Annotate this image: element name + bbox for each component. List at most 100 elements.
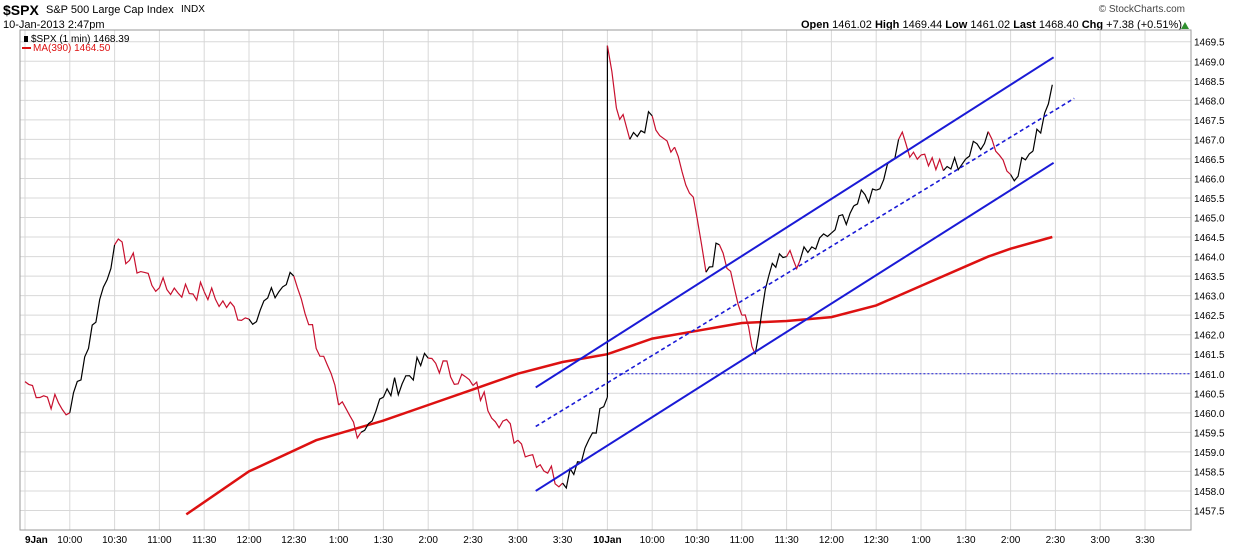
open-label: Open	[800, 19, 830, 31]
axis-ticks: 1457.5 1458.0 1458.5 1459.0 1459.5 1460.0 1460…	[25, 38, 1225, 546]
grid	[20, 30, 1191, 530]
price-segment-21	[696, 217, 707, 273]
y-tick-8: 1461.5	[1194, 350, 1225, 361]
high-label: High	[874, 19, 900, 31]
legend-ma: MA(390) 1464.50	[22, 43, 111, 54]
price-segment-26	[768, 252, 787, 277]
y-tick-6: 1460.5	[1194, 389, 1225, 400]
price-segment-0	[24, 381, 71, 416]
y-tick-18: 1466.5	[1194, 155, 1225, 166]
y-tick-5: 1460.0	[1194, 409, 1225, 420]
x-tick-10: 2:30	[463, 535, 483, 546]
price-segment-14	[584, 396, 608, 449]
price-segment-22	[705, 242, 720, 273]
price-segment-4	[203, 286, 250, 322]
price-segment-29	[831, 205, 855, 234]
price-segment-13	[562, 447, 586, 490]
ma-line	[185, 235, 1053, 516]
price-segment-6	[293, 275, 340, 406]
x-tick-11: 3:00	[508, 535, 528, 546]
open-value: 1461.02	[832, 19, 872, 31]
y-tick-9: 1462.0	[1194, 331, 1225, 342]
symbol-title: $SPX	[3, 2, 39, 18]
y-tick-22: 1468.5	[1194, 77, 1225, 88]
y-tick-17: 1466.0	[1194, 174, 1225, 185]
legend-price-label: $SPX (1 min) 1468.39	[31, 34, 130, 45]
y-tick-11: 1463.0	[1194, 292, 1225, 303]
price-segment-17	[615, 107, 631, 140]
x-tick-5: 12:00	[236, 535, 261, 546]
last-value: 1468.40	[1038, 19, 1079, 31]
x-tick-1: 10:00	[57, 535, 82, 546]
price-segment-11	[472, 380, 519, 445]
price-segment-8	[360, 396, 384, 433]
symbol-name: S&P 500 Large Cap Index	[46, 4, 174, 16]
y-tick-0: 1457.5	[1194, 506, 1225, 517]
x-tick-9: 2:00	[418, 535, 438, 546]
x-tick-20: 1:00	[911, 535, 931, 546]
price-segment-37	[1010, 150, 1034, 182]
x-tick-8: 1:30	[374, 535, 394, 546]
plot-frame	[19, 29, 1192, 531]
y-tick-2: 1458.5	[1194, 467, 1225, 478]
chg-value: +7.38 (+0.51%)	[1106, 19, 1182, 31]
legend-ma-label: MA(390) 1464.50	[33, 43, 111, 54]
legend: $SPX (1 min) 1468.39 MA(390) 1464.50	[22, 34, 130, 54]
x-tick-21: 1:30	[956, 535, 976, 546]
price-segment-38	[1032, 84, 1053, 152]
price-segment-19	[651, 115, 676, 154]
x-tick-18: 12:00	[819, 535, 844, 546]
ohlc-readout: Open 1461.02 High 1469.44 Low 1461.02 La…	[801, 19, 1182, 31]
y-tick-15: 1465.0	[1194, 214, 1225, 225]
low-label: Low	[945, 19, 968, 31]
x-tick-14: 10:00	[640, 535, 665, 546]
series	[24, 45, 1191, 516]
x-tick-2: 10:30	[102, 535, 127, 546]
price-segment-7	[338, 400, 362, 440]
timestamp: 10-Jan-2013 2:47pm	[3, 19, 105, 31]
price-segment-24	[741, 314, 756, 355]
price-segment-16	[606, 45, 617, 109]
price-segment-28	[799, 232, 832, 261]
price-line	[24, 45, 1053, 490]
last-label: Last	[1013, 19, 1036, 31]
x-tick-13: 10Jan	[593, 535, 621, 546]
x-tick-16: 11:00	[730, 535, 755, 546]
x-tick-15: 10:30	[684, 535, 709, 546]
price-segment-10	[428, 357, 474, 386]
price-segment-9	[382, 352, 429, 398]
price-segment-35	[965, 131, 989, 160]
x-tick-22: 2:00	[1001, 535, 1021, 546]
y-tick-20: 1467.5	[1194, 116, 1225, 127]
price-segment-5	[248, 271, 295, 326]
price-segment-36	[987, 131, 1012, 175]
y-tick-1: 1458.0	[1194, 487, 1225, 498]
x-tick-17: 11:30	[774, 535, 799, 546]
y-tick-16: 1465.5	[1194, 194, 1225, 205]
price-segment-32	[898, 130, 922, 161]
x-tick-6: 12:30	[281, 535, 306, 546]
up-arrow-icon	[1181, 22, 1189, 29]
x-tick-23: 2:30	[1046, 535, 1066, 546]
y-tick-3: 1459.0	[1194, 448, 1225, 459]
y-tick-24: 1469.5	[1194, 38, 1225, 49]
price-segment-30	[853, 188, 877, 207]
x-tick-19: 12:30	[864, 535, 889, 546]
price-segment-20	[674, 146, 698, 218]
exchange-code: INDX	[181, 4, 205, 15]
high-value: 1469.44	[902, 19, 943, 31]
y-tick-12: 1463.5	[1194, 272, 1225, 283]
y-tick-10: 1462.5	[1194, 311, 1225, 322]
y-tick-13: 1464.0	[1194, 253, 1225, 264]
x-tick-3: 11:00	[147, 535, 172, 546]
x-tick-7: 1:00	[329, 535, 349, 546]
price-segment-18	[629, 110, 653, 140]
x-tick-4: 11:30	[192, 535, 217, 546]
y-tick-4: 1459.5	[1194, 428, 1225, 439]
y-tick-7: 1461.0	[1194, 370, 1225, 381]
legend-price: $SPX (1 min) 1468.39	[24, 34, 130, 45]
low-value: 1461.02	[970, 19, 1011, 31]
price-segment-3	[158, 275, 205, 302]
credit-text: © StockCharts.com	[1098, 4, 1185, 15]
